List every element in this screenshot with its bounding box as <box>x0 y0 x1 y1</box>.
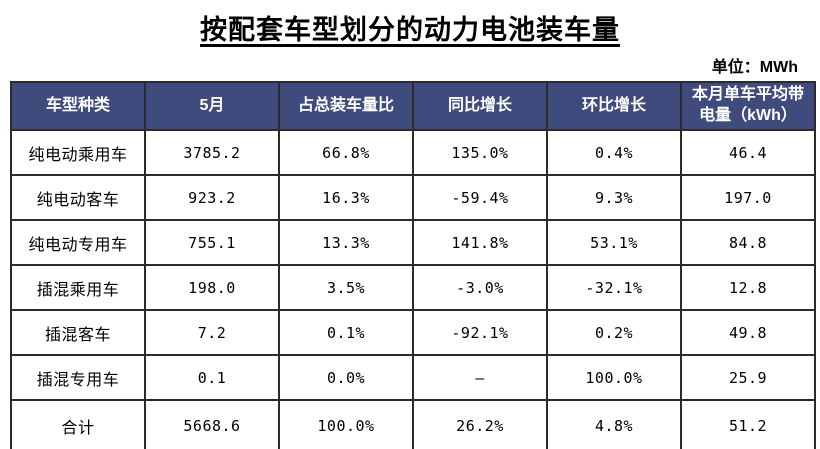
cell-yoy: — <box>412 354 548 401</box>
cell-may-value: 3785.2 <box>144 129 280 176</box>
cell-mom: 100.0% <box>546 354 682 401</box>
header-share-of-total: 占总装车量比 <box>278 81 414 131</box>
header-may: 5月 <box>144 81 280 131</box>
cell-yoy: -92.1% <box>412 309 548 356</box>
table-row: 纯电动乘用车 3785.2 66.8% 135.0% 0.4% 46.4 <box>10 129 816 176</box>
table-row: 纯电动客车 923.2 16.3% -59.4% 9.3% 197.0 <box>10 174 816 221</box>
cell-vehicle-type: 纯电动客车 <box>10 174 146 221</box>
header-row: 车型种类 5月 占总装车量比 同比增长 环比增长 本月单车平均带 电量（kWh） <box>10 81 816 131</box>
table-total-row: 合计 5668.6 100.0% 26.2% 4.8% 51.2 <box>10 399 816 449</box>
header-mom-growth: 环比增长 <box>546 81 682 131</box>
header-avg-capacity-per-vehicle: 本月单车平均带 电量（kWh） <box>680 81 816 131</box>
cell-may-value: 0.1 <box>144 354 280 401</box>
page-title: 按配套车型划分的动力电池装车量 <box>0 0 820 47</box>
cell-share: 66.8% <box>278 129 414 176</box>
cell-mom: -32.1% <box>546 264 682 311</box>
cell-vehicle-type: 插混客车 <box>10 309 146 356</box>
cell-share: 13.3% <box>278 219 414 266</box>
cell-mom: 53.1% <box>546 219 682 266</box>
cell-share: 0.0% <box>278 354 414 401</box>
cell-may-value: 755.1 <box>144 219 280 266</box>
cell-avg-capacity: 49.8 <box>680 309 816 356</box>
cell-avg-capacity: 46.4 <box>680 129 816 176</box>
cell-may-value: 923.2 <box>144 174 280 221</box>
cell-vehicle-type: 插混专用车 <box>10 354 146 401</box>
unit-label: 单位：MWh <box>711 59 798 76</box>
cell-avg-capacity: 25.9 <box>680 354 816 401</box>
table-row: 插混乘用车 198.0 3.5% -3.0% -32.1% 12.8 <box>10 264 816 311</box>
cell-avg-capacity: 197.0 <box>680 174 816 221</box>
cell-total-label: 合计 <box>10 399 146 449</box>
page-title-text: 按配套车型划分的动力电池装车量 <box>200 15 620 45</box>
cell-avg-capacity: 12.8 <box>680 264 816 311</box>
cell-yoy: -3.0% <box>412 264 548 311</box>
cell-mom: 4.8% <box>546 399 682 449</box>
cell-may-value: 7.2 <box>144 309 280 356</box>
cell-yoy: 141.8% <box>412 219 548 266</box>
header-vehicle-type: 车型种类 <box>10 81 146 131</box>
cell-mom: 0.2% <box>546 309 682 356</box>
cell-mom: 9.3% <box>546 174 682 221</box>
cell-avg-capacity: 84.8 <box>680 219 816 266</box>
table-row: 插混客车 7.2 0.1% -92.1% 0.2% 49.8 <box>10 309 816 356</box>
cell-yoy: 135.0% <box>412 129 548 176</box>
cell-may-value: 5668.6 <box>144 399 280 449</box>
header-yoy-growth: 同比增长 <box>412 81 548 131</box>
cell-yoy: -59.4% <box>412 174 548 221</box>
cell-share: 0.1% <box>278 309 414 356</box>
cell-avg-capacity: 51.2 <box>680 399 816 449</box>
cell-share: 100.0% <box>278 399 414 449</box>
table-row: 插混专用车 0.1 0.0% — 100.0% 25.9 <box>10 354 816 401</box>
cell-vehicle-type: 纯电动专用车 <box>10 219 146 266</box>
cell-share: 3.5% <box>278 264 414 311</box>
cell-yoy: 26.2% <box>412 399 548 449</box>
table-row: 纯电动专用车 755.1 13.3% 141.8% 53.1% 84.8 <box>10 219 816 266</box>
cell-mom: 0.4% <box>546 129 682 176</box>
battery-installation-table: 车型种类 5月 占总装车量比 同比增长 环比增长 本月单车平均带 电量（kWh）… <box>10 81 816 449</box>
cell-vehicle-type: 插混乘用车 <box>10 264 146 311</box>
cell-may-value: 198.0 <box>144 264 280 311</box>
cell-vehicle-type: 纯电动乘用车 <box>10 129 146 176</box>
cell-share: 16.3% <box>278 174 414 221</box>
